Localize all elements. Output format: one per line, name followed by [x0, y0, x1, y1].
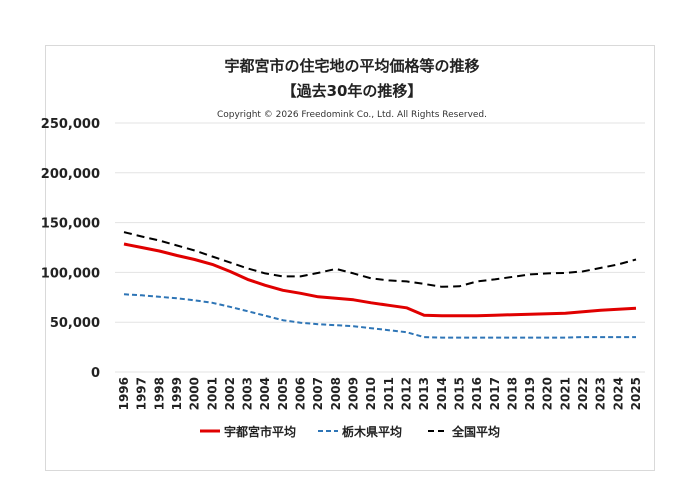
x-tick-label: 2010	[364, 377, 378, 410]
series-line-3	[123, 231, 637, 288]
x-tick-label: 2022	[576, 377, 590, 410]
x-tick-label: 2014	[435, 377, 449, 410]
x-tick-label: 1996	[117, 377, 131, 410]
x-tick-label: 2013	[417, 377, 431, 410]
x-tick-label: 2020	[541, 377, 555, 410]
x-tick-label: 1998	[152, 377, 166, 410]
x-tick-label: 2019	[523, 377, 537, 410]
x-tick-label: 2011	[382, 377, 396, 410]
x-tick-label: 1999	[170, 377, 184, 410]
x-tick-label: 2023	[594, 377, 608, 410]
x-tick-label: 2008	[329, 377, 343, 410]
x-tick-label: 2006	[294, 377, 308, 410]
x-tick-label: 2000	[188, 377, 202, 410]
chart-border	[45, 45, 655, 471]
legend-label: 全国平均	[451, 424, 500, 439]
x-tick-label: 2009	[347, 377, 361, 410]
legend-label: 栃木県平均	[342, 424, 402, 439]
chart-subtitle: 【過去30年の推移】	[282, 82, 423, 100]
legend-label: 宇都宮市平均	[224, 424, 296, 439]
y-tick-label: 100,000	[41, 266, 100, 281]
x-tick-label: 2025	[629, 377, 643, 410]
x-tick-label: 2004	[258, 377, 272, 410]
x-tick-label: 2016	[470, 377, 484, 410]
x-tick-label: 2012	[399, 377, 413, 410]
y-tick-label: 50,000	[50, 316, 100, 331]
x-tick-label: 2007	[311, 377, 325, 410]
x-tick-label: 2017	[488, 377, 502, 410]
x-tick-label: 2024	[611, 377, 625, 410]
x-tick-label: 2005	[276, 377, 290, 410]
y-tick-label: 150,000	[41, 217, 100, 232]
y-tick-label: 250,000	[41, 117, 100, 132]
x-tick-label: 2001	[205, 377, 219, 410]
x-tick-label: 2002	[223, 377, 237, 410]
y-tick-label: 200,000	[41, 167, 100, 182]
chart-title: 宇都宮市の住宅地の平均価格等の推移	[224, 57, 479, 75]
x-tick-label: 1997	[135, 377, 149, 410]
x-tick-label: 2021	[558, 377, 572, 410]
series-line-1	[123, 242, 637, 318]
copyright-text: Copyright © 2026 Freedomink Co., Ltd. Al…	[217, 110, 487, 120]
x-tick-label: 2018	[505, 377, 519, 410]
x-tick-label: 2003	[241, 377, 255, 410]
y-tick-label: 0	[91, 366, 100, 381]
x-tick-label: 2015	[452, 377, 466, 410]
series-line-2	[123, 293, 636, 339]
